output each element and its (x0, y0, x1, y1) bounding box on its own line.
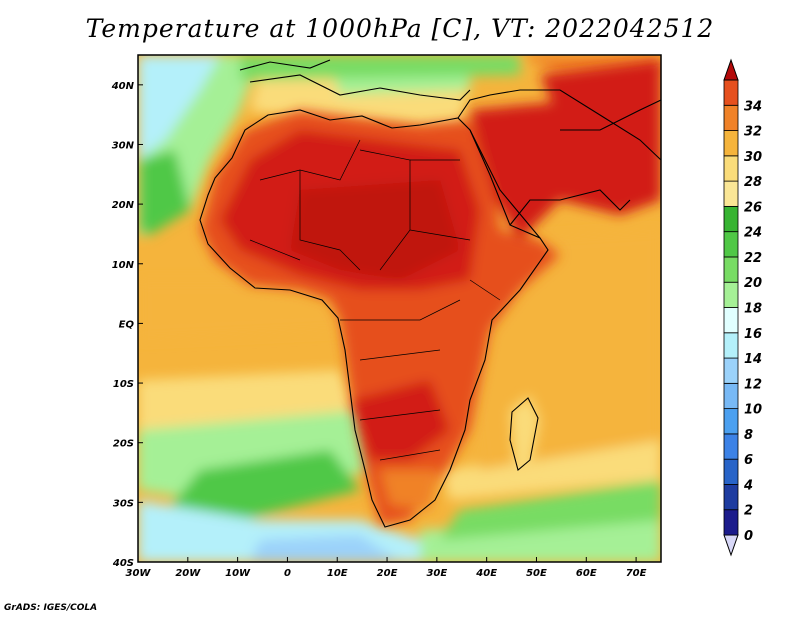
colorbar-level-label: 0 (744, 529, 753, 544)
colorbar-segment (723, 231, 739, 258)
x-tick-label: 70E (626, 568, 647, 579)
y-tick-label: 10S (113, 379, 134, 390)
x-tick-label: 10E (327, 568, 348, 579)
y-tick-label: 30N (112, 140, 135, 151)
coastlines (199, 59, 661, 528)
colorbar-level-label: 22 (744, 251, 762, 266)
colorbar-level-label: 18 (744, 302, 762, 317)
colorbar-level-label: 8 (744, 428, 753, 443)
y-tick-label: 20N (112, 200, 135, 211)
x-tick-label: 60E (576, 568, 597, 579)
colorbar-segment (723, 281, 739, 308)
colorbar-segment (723, 458, 739, 485)
country-borders (249, 139, 501, 461)
colorbar-level-label: 16 (744, 327, 762, 342)
colorbar-level-label: 24 (744, 226, 762, 241)
colorbar-level-label: 30 (744, 150, 762, 165)
credit-label: GrADS: IGES/COLA (4, 603, 98, 613)
colorbar-segment (723, 205, 739, 233)
colorbar-level-label: 10 (744, 403, 762, 418)
colorbar-segment (723, 509, 739, 536)
x-tick-label: 10W (225, 568, 251, 579)
colorbar-segment (723, 256, 739, 283)
colorbar-segment (723, 130, 739, 157)
colorbar-segment (723, 382, 739, 410)
axis-ticks: 30W 20W 10W 0 10E 20E 30E 40E 50E 60E 70E 40S 30S 20S… (111, 81, 647, 579)
colorbar-segment (723, 79, 739, 106)
colorbar-segment (723, 104, 739, 131)
colorbar-level-label: 2 (744, 504, 753, 519)
colorbar-segment (723, 307, 739, 334)
x-tick-label: 30W (126, 568, 152, 579)
colorbar-level-label: 6 (744, 453, 753, 468)
colorbar-min-triangle (723, 534, 739, 557)
colorbar-segment (723, 484, 739, 511)
y-tick-label: 40S (112, 558, 134, 569)
x-tick-label: 20E (377, 568, 398, 579)
y-tick-label: 20S (113, 439, 134, 450)
x-tick-label: 0 (284, 568, 291, 579)
colorbar-segment (723, 357, 739, 384)
colorbar-segment (723, 155, 739, 182)
colorbar-segment (723, 332, 739, 359)
colorbar-level-label: 20 (744, 276, 762, 291)
colorbar-level-label: 28 (744, 175, 762, 190)
colorbar-segment (723, 408, 739, 435)
colorbar-level-label: 4 (743, 478, 753, 493)
colorbar-level-label: 34 (744, 99, 762, 114)
x-tick-label: 30E (426, 568, 447, 579)
colorbar-segment (723, 433, 739, 460)
x-tick-label: 20W (175, 568, 201, 579)
y-tick-label: 40N (111, 81, 135, 92)
x-tick-label: 50E (526, 568, 547, 579)
temperature-field (138, 55, 661, 562)
plot-frame (137, 54, 662, 563)
colorbar-level-label: 12 (744, 377, 762, 392)
y-tick-label: 10N (112, 260, 135, 271)
x-tick-label: 40E (475, 568, 497, 579)
colorbar-level-label: 14 (744, 352, 762, 367)
y-tick-label: EQ (119, 319, 135, 330)
colorbar-level-label: 26 (744, 200, 762, 215)
y-tick-label: 30S (113, 498, 134, 509)
colorbar-segment (723, 180, 739, 207)
colorbar-max-triangle (723, 58, 739, 81)
colorbar-level-label: 32 (744, 125, 762, 140)
map-title: Temperature at 1000hPa [C], VT: 20220425… (85, 14, 715, 43)
